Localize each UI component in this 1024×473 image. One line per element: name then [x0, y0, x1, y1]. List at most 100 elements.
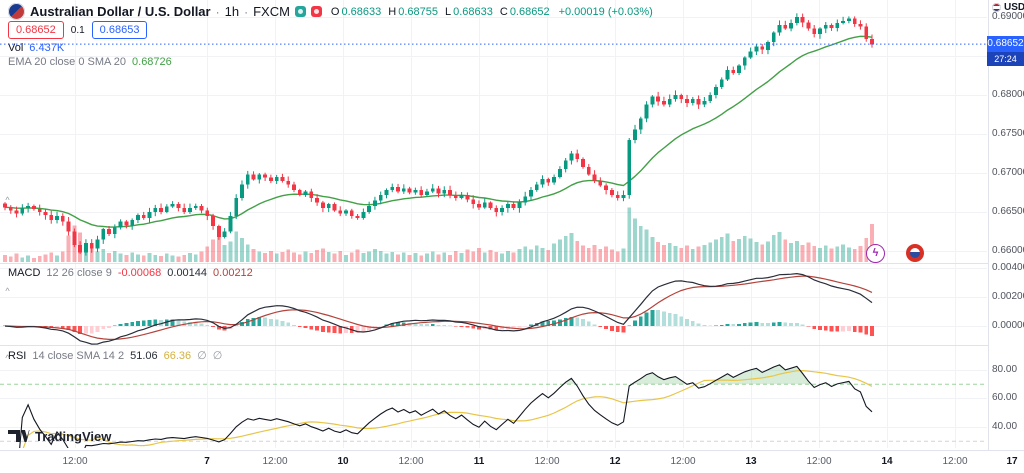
- macd-histogram-bar: [309, 326, 314, 330]
- volume-bar: [771, 234, 776, 262]
- macd-histogram-bar: [754, 322, 759, 326]
- sell-price-button[interactable]: 0.68652: [8, 21, 64, 39]
- macd-histogram-bar: [540, 321, 545, 326]
- candle-body: [529, 190, 533, 197]
- candle-body: [604, 185, 609, 191]
- price-axis[interactable]: USD 0.690000.685000.680000.675000.670000…: [988, 0, 1024, 450]
- symbol-title[interactable]: Australian Dollar / U.S. Dollar: [30, 4, 211, 19]
- macd-histogram-bar: [332, 326, 337, 333]
- volume-bar: [453, 250, 458, 262]
- candle-body: [557, 169, 562, 177]
- volume-bar: [627, 207, 632, 262]
- macd-histogram-bar: [569, 316, 574, 326]
- volume-bar: [685, 245, 689, 262]
- macd-line-value: 0.00144: [167, 267, 208, 279]
- rsi-line: [19, 364, 873, 448]
- exchange-label[interactable]: FXCM: [253, 4, 290, 19]
- candle-body: [20, 208, 25, 214]
- macd-histogram-bar: [361, 326, 366, 332]
- candle-body: [159, 208, 163, 212]
- interval-label[interactable]: 1h: [224, 4, 240, 19]
- time-axis[interactable]: 12:00 7 12:00 10 12:00 11 12:00 12 12:00 13 12:00 1…: [0, 450, 1024, 473]
- macd-pane[interactable]: [3, 272, 874, 345]
- rsi-pane[interactable]: [0, 364, 987, 473]
- volume-bar: [644, 229, 649, 262]
- close-label: C: [499, 5, 508, 18]
- candle-body: [575, 153, 580, 159]
- time-axis-label: 12:00: [62, 456, 88, 467]
- tradingview-watermark[interactable]: TradingView: [8, 428, 111, 444]
- macd-histogram-bar: [742, 323, 747, 326]
- candle-body: [725, 70, 730, 80]
- candle-body: [534, 184, 539, 191]
- time-axis-label: 11: [473, 456, 485, 467]
- volume-bar: [610, 249, 614, 262]
- candle-body: [274, 176, 279, 181]
- time-axis-label: 7: [204, 456, 210, 467]
- volume-bar: [107, 253, 111, 262]
- volume-bar: [251, 249, 256, 262]
- candle-body: [234, 198, 239, 216]
- volume-legend[interactable]: Vol 6.437K: [8, 42, 64, 54]
- quote-currency-tag[interactable]: USD: [989, 2, 1024, 13]
- volume-bar: [557, 239, 562, 262]
- quick-trade-icon[interactable]: ϟ: [866, 244, 885, 263]
- time-axis-label: 12:00: [534, 456, 560, 467]
- candles-layer: [3, 13, 874, 256]
- candle-body: [315, 198, 320, 203]
- pane-collapse-icon[interactable]: ^: [5, 353, 10, 363]
- macd-histogram-bar: [598, 326, 603, 327]
- volume-bar: [806, 242, 811, 262]
- volume-bar: [846, 247, 851, 262]
- bar-countdown: 27:24: [987, 52, 1024, 66]
- volume-bar: [8, 256, 13, 262]
- macd-histogram-bar: [390, 322, 395, 326]
- volume-bar: [268, 250, 273, 262]
- broker-logo-icon[interactable]: [906, 244, 924, 262]
- candle-body: [777, 24, 782, 33]
- price-pane[interactable]: [0, 13, 987, 262]
- volume-bar: [332, 253, 337, 262]
- volume-bar: [216, 234, 221, 262]
- candle-body: [430, 188, 435, 192]
- macd-legend[interactable]: MACD 12 26 close 9 -0.00068 0.00144 0.00…: [8, 267, 253, 279]
- candle-body: [188, 208, 192, 212]
- macd-signal-value: 0.00212: [213, 267, 253, 279]
- candle-body: [153, 208, 158, 212]
- stream-status-icon[interactable]: [294, 6, 306, 17]
- volume-bar: [575, 240, 580, 262]
- broker-status-icon[interactable]: [310, 6, 322, 17]
- buy-price-button[interactable]: 0.68653: [91, 21, 148, 39]
- macd-histogram-bar: [610, 326, 614, 331]
- macd-histogram-bar: [546, 320, 551, 326]
- last-price-badge[interactable]: 0.68652: [987, 36, 1024, 52]
- volume-bar: [823, 245, 828, 262]
- pane-collapse-icon[interactable]: ^: [5, 286, 10, 296]
- volume-bar: [124, 254, 129, 262]
- rsi-ma-line: [22, 369, 873, 448]
- macd-histogram-bar: [806, 326, 811, 327]
- macd-histogram-bar: [511, 326, 516, 329]
- candle-body: [130, 219, 135, 226]
- macd-histogram-bar: [841, 326, 845, 332]
- candle-body: [488, 202, 493, 209]
- volume-bar: [638, 226, 643, 262]
- rsi-legend[interactable]: RSI 14 close SMA 14 2 51.06 66.36 ∅ ∅: [8, 349, 222, 363]
- macd-histogram-bar: [321, 326, 325, 333]
- volume-bar: [66, 235, 71, 262]
- volume-bar: [529, 249, 533, 262]
- volume-bar: [240, 237, 244, 262]
- macd-histogram-bar: [604, 326, 609, 329]
- volume-bar: [188, 253, 192, 262]
- volume-bar: [459, 253, 464, 262]
- candle-body: [101, 229, 106, 240]
- volume-bar: [211, 239, 215, 262]
- candle-body: [245, 174, 250, 185]
- ema-legend[interactable]: EMA 20 close 0 SMA 20 0.68726: [8, 56, 172, 68]
- candle-body: [361, 212, 366, 219]
- macd-histogram-bar: [737, 323, 741, 326]
- pane-collapse-icon[interactable]: ^: [5, 195, 10, 205]
